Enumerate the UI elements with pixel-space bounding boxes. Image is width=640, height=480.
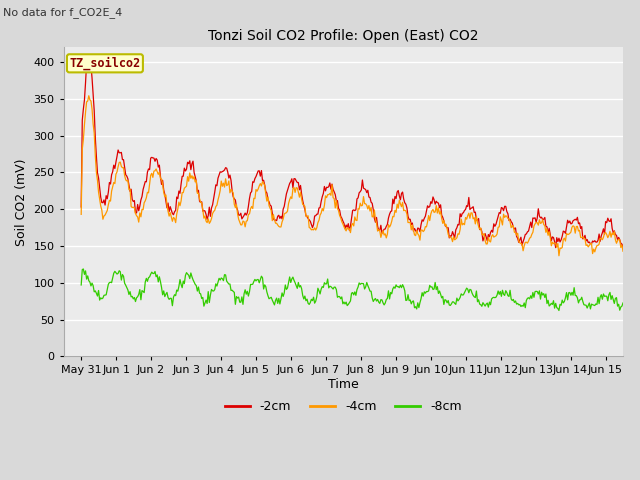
-2cm [619,244,627,250]
Text: TZ_soilco2: TZ_soilco2 [69,57,141,70]
-4cm [85,93,93,98]
-2cm [372,219,380,225]
Line: -8cm: -8cm [81,269,623,311]
-4cm [401,207,408,213]
-2cm [522,231,530,237]
-4cm [77,212,85,217]
-8cm [336,294,344,300]
Title: Tonzi Soil CO2 Profile: Open (East) CO2: Tonzi Soil CO2 Profile: Open (East) CO2 [208,29,479,43]
-4cm [336,213,344,218]
-4cm [339,221,347,227]
-8cm [522,298,530,303]
-8cm [619,300,627,306]
-2cm [77,204,85,210]
-8cm [555,308,563,313]
-8cm [401,288,408,294]
-8cm [79,266,87,272]
Line: -4cm: -4cm [81,96,623,256]
Legend: -2cm, -4cm, -8cm: -2cm, -4cm, -8cm [220,395,467,418]
-2cm [552,245,559,251]
-2cm [401,200,408,205]
-8cm [608,293,616,299]
-2cm [339,218,347,224]
Y-axis label: Soil CO2 (mV): Soil CO2 (mV) [15,158,28,246]
-2cm [85,59,93,65]
-4cm [619,248,627,254]
-4cm [372,216,380,222]
X-axis label: Time: Time [328,378,359,391]
-4cm [522,240,530,245]
Line: -2cm: -2cm [81,62,623,248]
-8cm [77,282,85,288]
-4cm [555,253,563,259]
-8cm [372,296,380,301]
-4cm [608,230,616,236]
-2cm [608,226,616,231]
-2cm [336,207,344,213]
-8cm [339,301,347,307]
Text: No data for f_CO2E_4: No data for f_CO2E_4 [3,7,122,18]
